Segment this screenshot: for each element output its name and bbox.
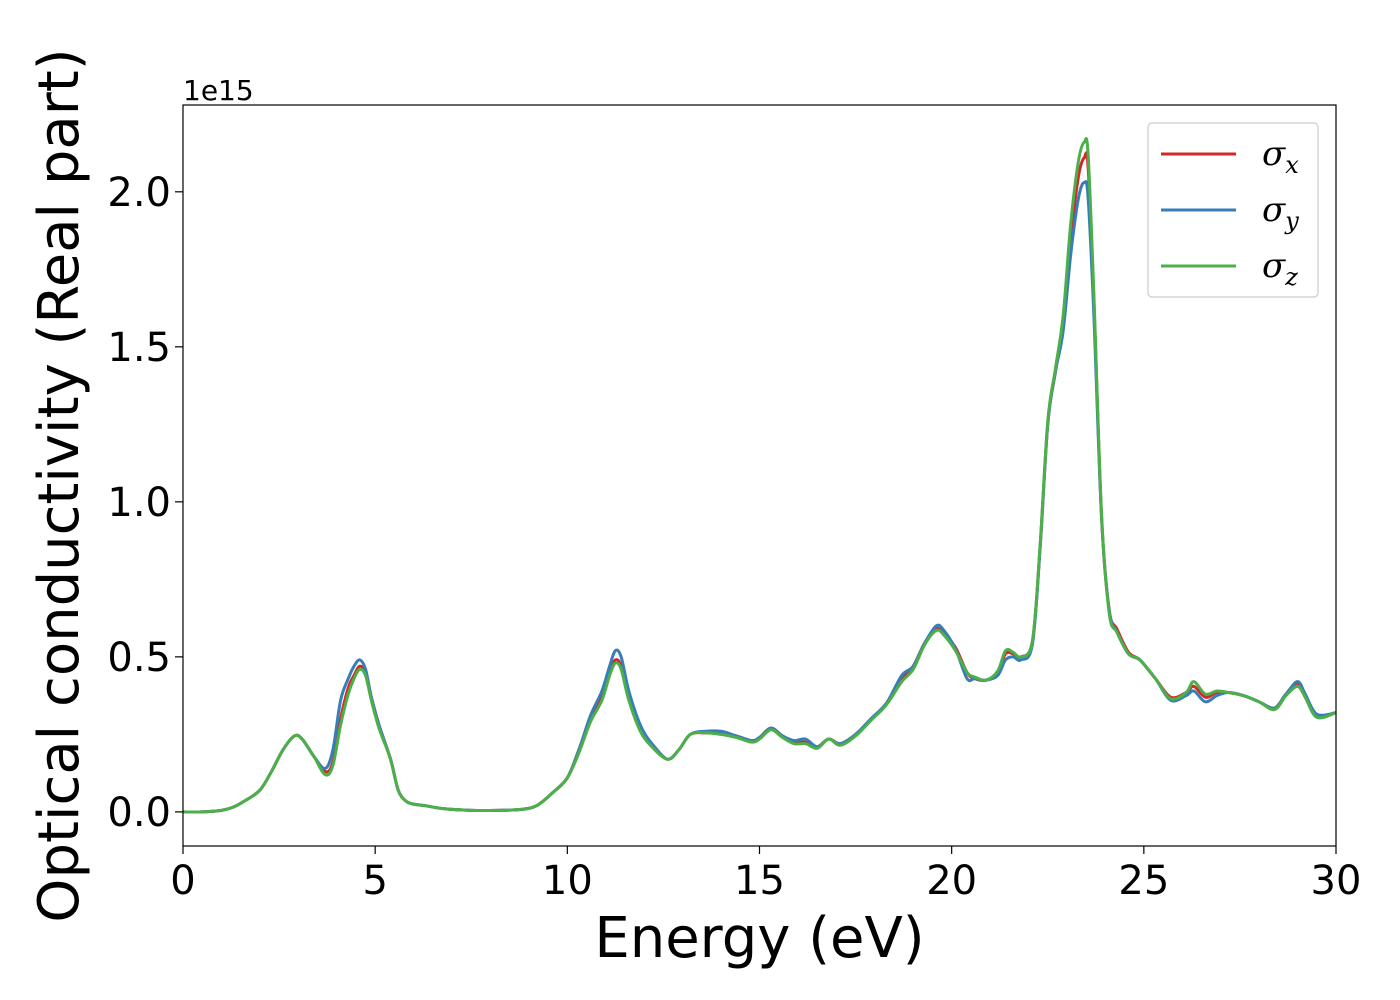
y-axis-title: Optical conductivity (Real part) xyxy=(27,48,92,922)
y-tick-label: 2.0 xyxy=(107,170,171,216)
x-axis-ticks: 0 5 10 15 20 25 30 xyxy=(170,846,1361,904)
x-tick-label: 5 xyxy=(362,858,387,904)
legend-label-sigma-z: σz xyxy=(1262,246,1298,291)
y-axis-ticks: 0.0 0.5 1.0 1.5 2.0 xyxy=(107,170,183,836)
legend-label-sigma-y: σy xyxy=(1262,190,1299,235)
y-tick-label: 0.5 xyxy=(107,635,171,681)
legend-label-sigma-x: σx xyxy=(1262,134,1299,179)
x-tick-label: 0 xyxy=(170,858,195,904)
x-tick-label: 15 xyxy=(734,858,785,904)
x-tick-label: 10 xyxy=(542,858,593,904)
y-axis-offset-label: 1e15 xyxy=(183,74,254,107)
y-tick-label: 0.0 xyxy=(107,790,171,836)
series-layer xyxy=(182,137,1337,814)
y-tick-label: 1.0 xyxy=(107,480,171,526)
x-axis-title: Energy (eV) xyxy=(594,906,924,971)
x-tick-label: 25 xyxy=(1118,858,1169,904)
x-tick-label: 20 xyxy=(926,858,977,904)
legend: σx σy σz xyxy=(1147,122,1319,298)
y-tick-label: 1.5 xyxy=(107,325,171,371)
x-tick-label: 30 xyxy=(1311,858,1362,904)
series-line-sigma-z xyxy=(182,137,1337,814)
